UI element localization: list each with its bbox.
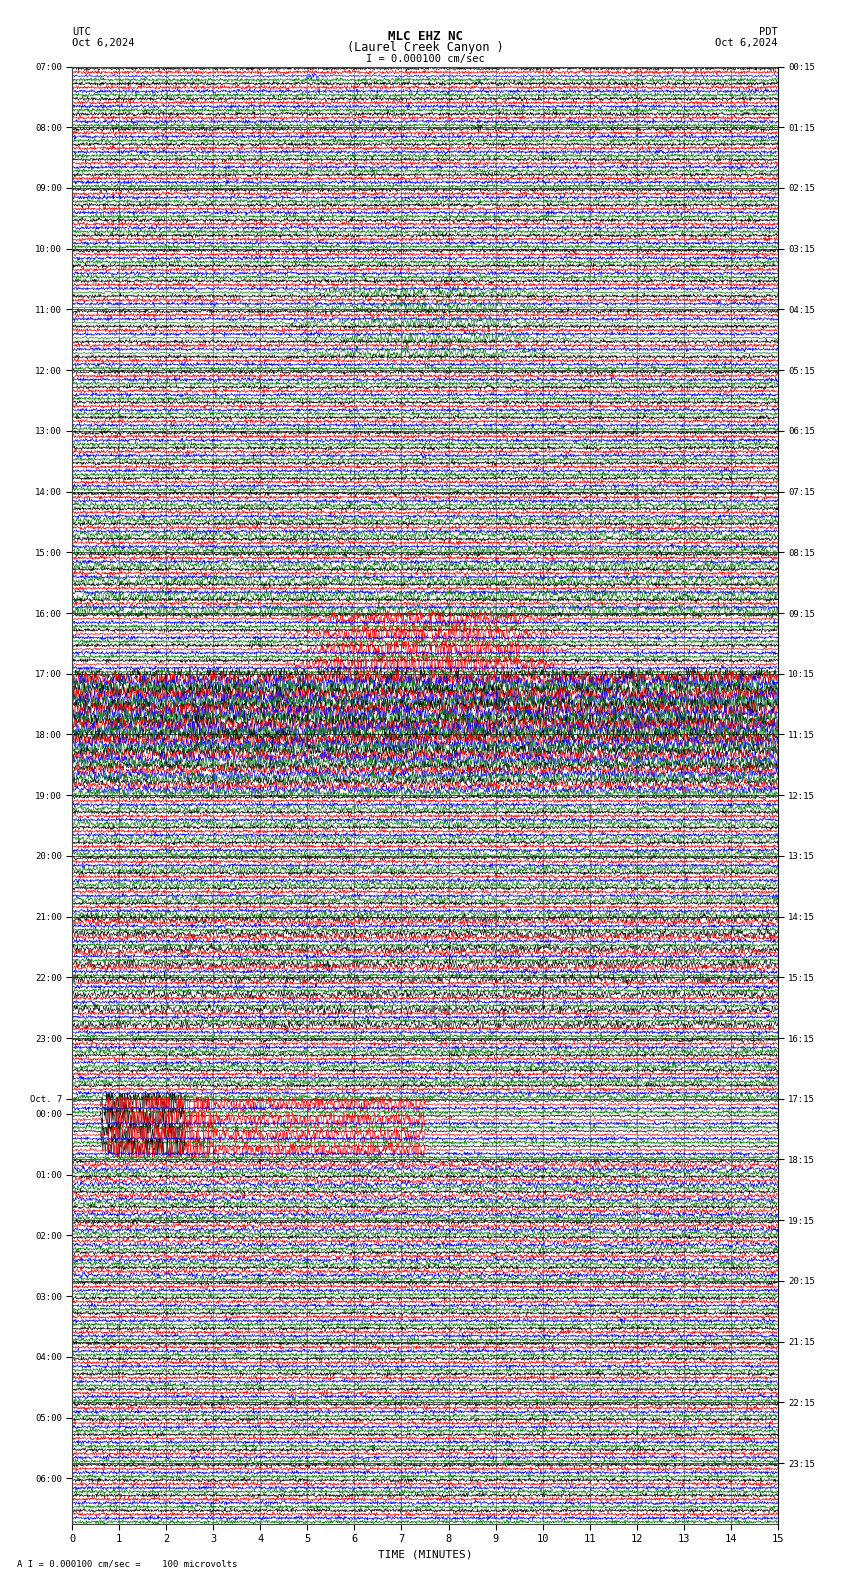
Text: I = 0.000100 cm/sec: I = 0.000100 cm/sec	[366, 54, 484, 63]
Text: PDT: PDT	[759, 27, 778, 36]
Text: Oct 6,2024: Oct 6,2024	[72, 38, 135, 48]
Text: UTC: UTC	[72, 27, 91, 36]
Text: MLC EHZ NC: MLC EHZ NC	[388, 30, 462, 43]
Text: A I = 0.000100 cm/sec =    100 microvolts: A I = 0.000100 cm/sec = 100 microvolts	[17, 1559, 237, 1568]
Text: (Laurel Creek Canyon ): (Laurel Creek Canyon )	[347, 41, 503, 54]
X-axis label: TIME (MINUTES): TIME (MINUTES)	[377, 1549, 473, 1560]
Text: Oct 6,2024: Oct 6,2024	[715, 38, 778, 48]
